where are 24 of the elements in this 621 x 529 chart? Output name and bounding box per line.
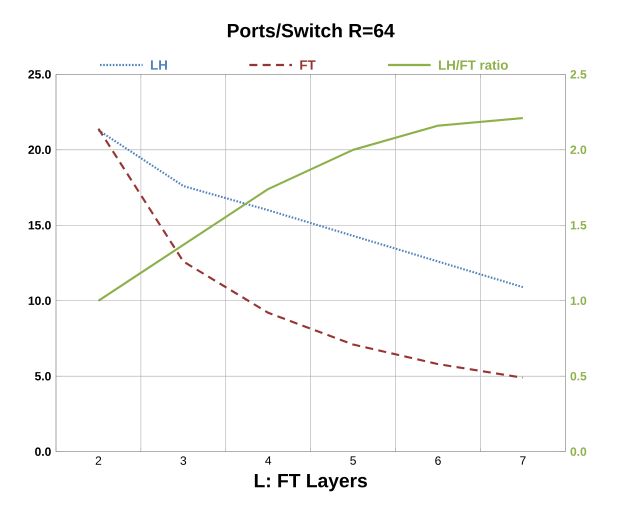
- x-axis-title: L: FT Layers: [254, 474, 367, 492]
- y-tick-label: 20.0: [28, 146, 51, 154]
- y2-tick-label: 2.5: [570, 70, 586, 79]
- y2-tick-label: 1.5: [570, 221, 586, 230]
- x-tick-label: 7: [520, 456, 526, 465]
- y2-tick-label: 0.0: [570, 447, 586, 456]
- y-tick-label: 5.0: [34, 372, 51, 380]
- x-tick-label: 6: [435, 456, 441, 465]
- y-tick-label: 0.0: [35, 447, 51, 456]
- legend-label: FT: [300, 60, 316, 70]
- y-tick-label: 15.0: [28, 221, 51, 230]
- y-tick-label: 25.0: [28, 70, 51, 79]
- legend-label: LH/FT ratio: [438, 60, 508, 70]
- chart-title: Ports/Switch R=64: [228, 23, 395, 38]
- line-series: [97, 128, 524, 379]
- y2-tick-label: 2.0: [570, 146, 586, 154]
- x-tick-label: 5: [350, 456, 356, 465]
- x-tick-label: 2: [96, 456, 102, 465]
- legend-label: LH: [150, 60, 167, 70]
- y-tick-label: 10.0: [28, 296, 51, 305]
- x-tick-label: 4: [265, 456, 272, 465]
- y2-tick-label: 0.5: [570, 372, 586, 380]
- y2-tick-label: 1.0: [570, 296, 586, 305]
- x-tick-label: 3: [180, 456, 186, 465]
